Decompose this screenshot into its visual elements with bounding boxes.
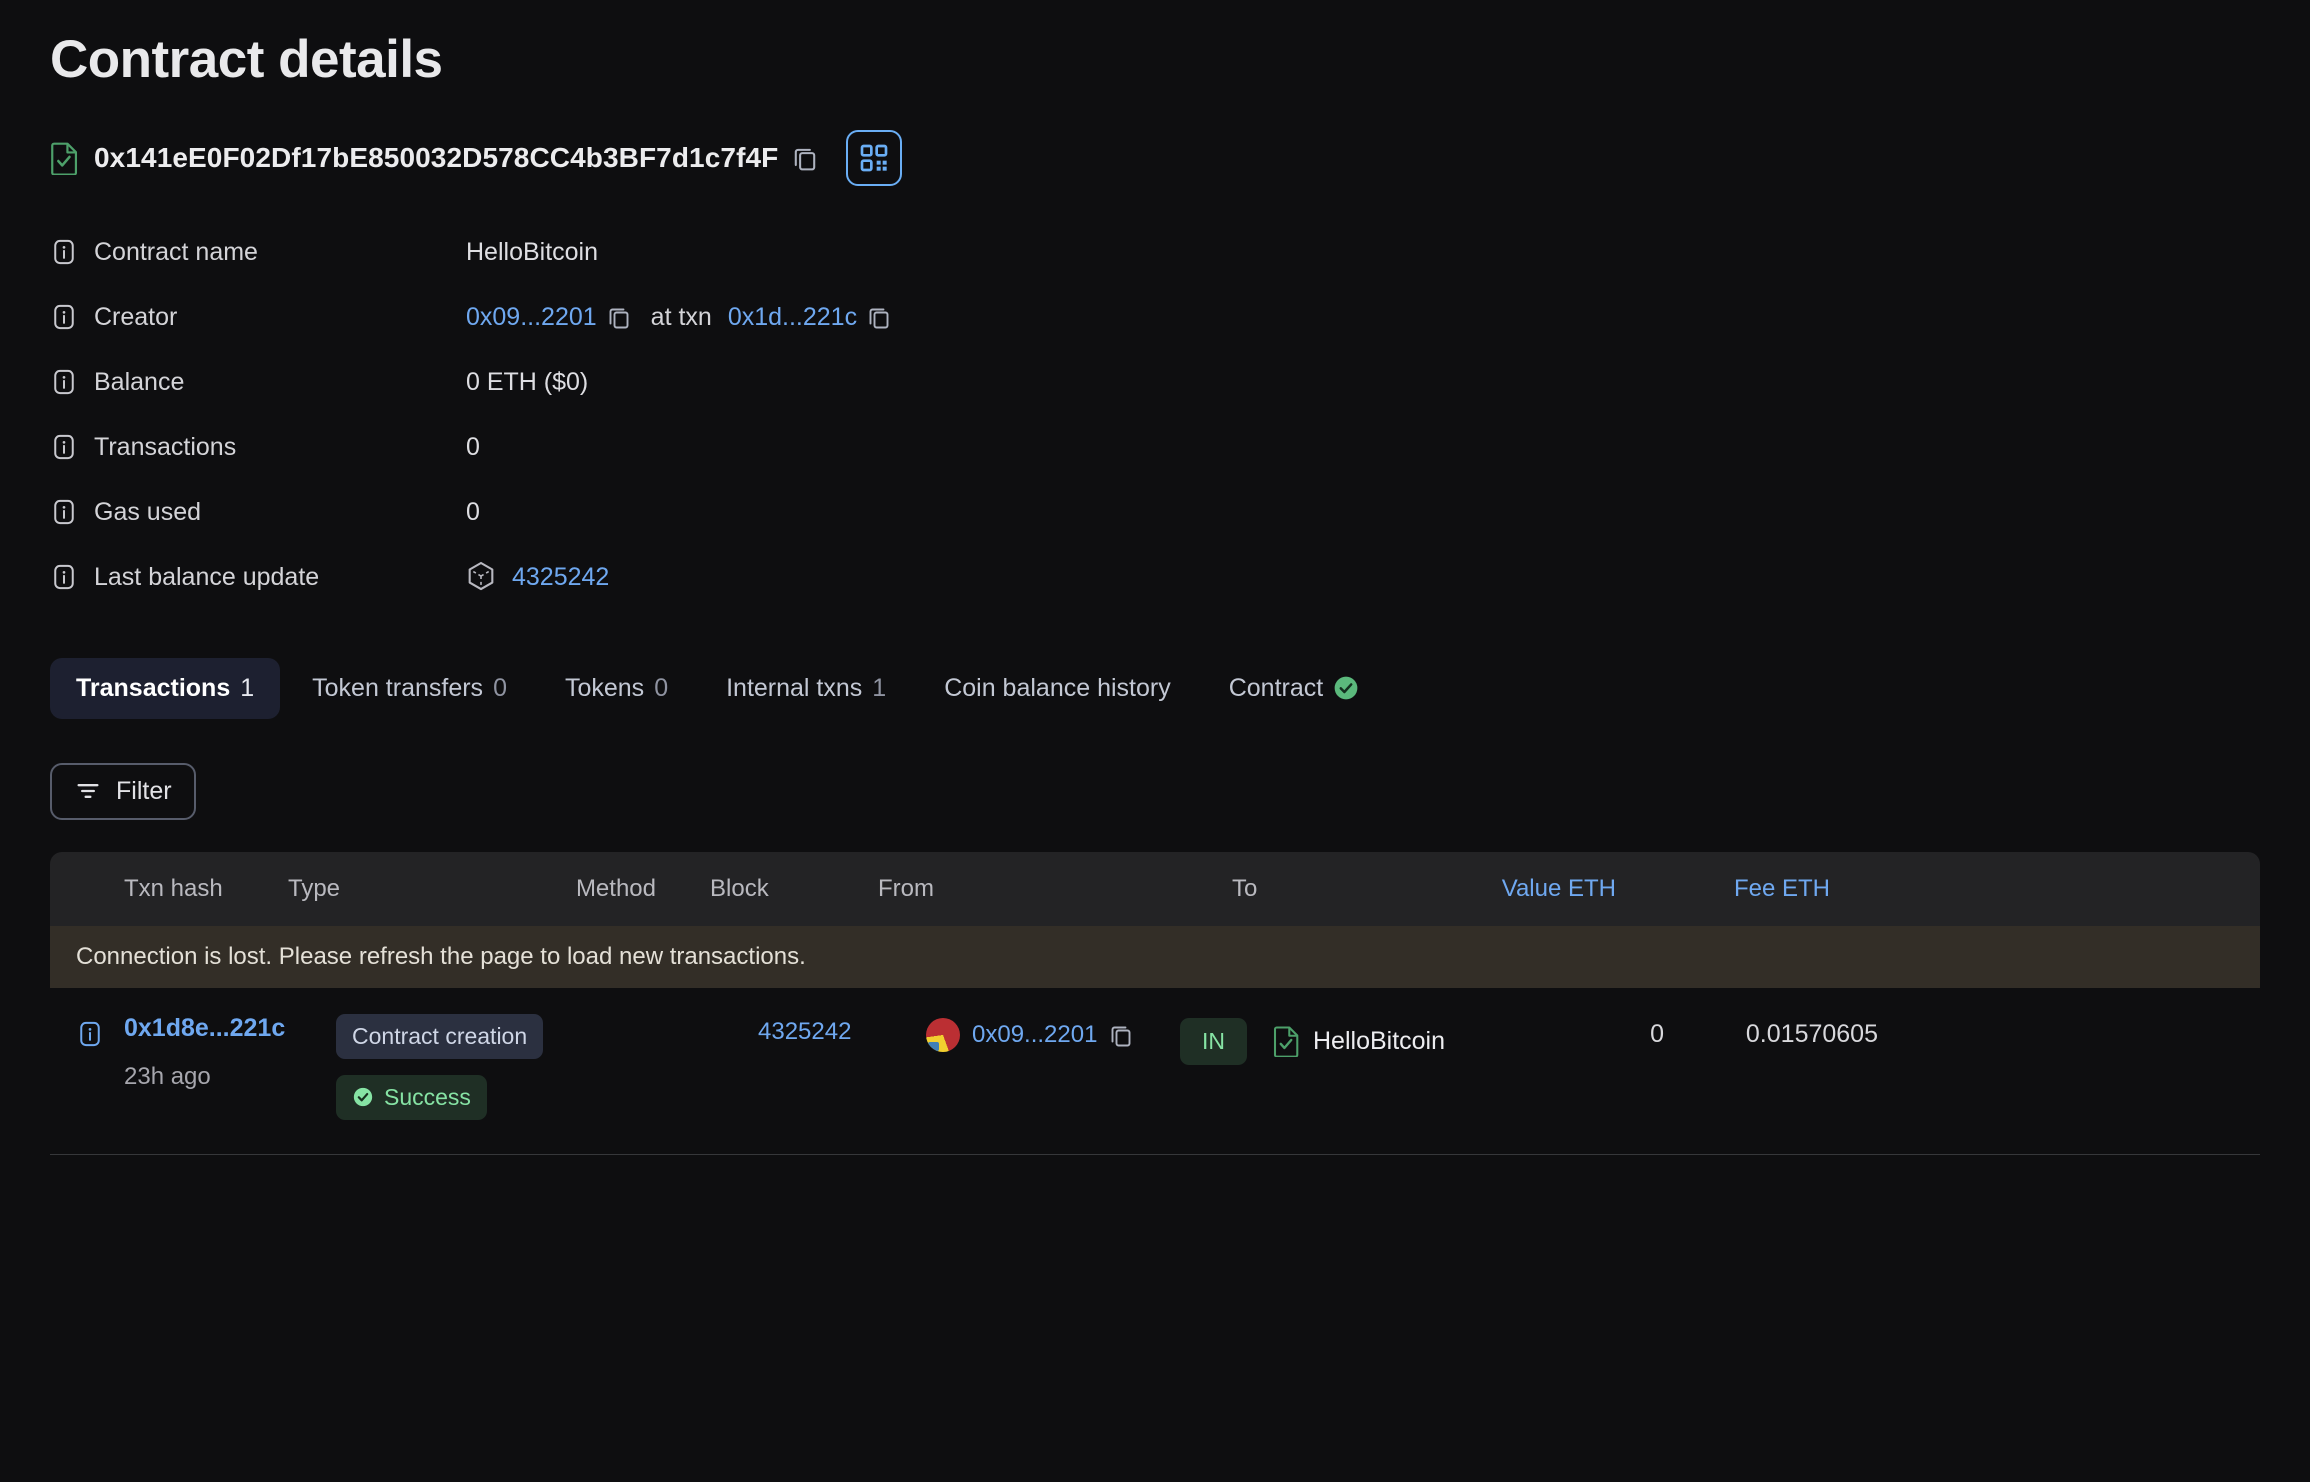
direction-badge: IN — [1180, 1017, 1247, 1065]
column-header-block: Block — [710, 874, 769, 902]
info-row-creator: Creator 0x09...2201 at txn 0x1d...221c — [50, 285, 2260, 350]
cell-to: IN HelloBitcoin — [1134, 1014, 1526, 1065]
tab-contract[interactable]: Contract — [1203, 658, 1385, 719]
info-icon[interactable] — [50, 433, 78, 461]
column-header-fee-eth[interactable]: Fee ETH — [1733, 874, 1830, 902]
tab-label: Contract — [1228, 673, 1324, 702]
tab-count: 1 — [240, 673, 255, 702]
info-icon[interactable] — [50, 238, 78, 266]
cell-from: 0x09...2201 — [862, 1014, 1134, 1052]
info-label: Creator — [94, 302, 178, 331]
tab-label: Internal txns — [726, 673, 863, 702]
tab-label: Token transfers — [312, 673, 484, 702]
copy-icon[interactable] — [1109, 1023, 1133, 1047]
info-value-last-block: 4325242 — [466, 561, 609, 593]
tab-count: 1 — [872, 673, 887, 702]
tab-transactions[interactable]: Transactions 1 — [50, 657, 281, 719]
identicon — [926, 1017, 960, 1052]
qr-code-button[interactable] — [846, 129, 903, 186]
tab-bar: Transactions 1 Token transfers 0 Tokens … — [50, 657, 2260, 719]
table-row: 0x1d8e...221c 23h ago Contract creation … — [50, 988, 2260, 1155]
filter-button[interactable]: Filter — [50, 762, 196, 820]
info-label: Balance — [94, 367, 185, 396]
table-header-row: Txn hash Type Method Block From To Value… — [50, 851, 2260, 926]
info-icon[interactable] — [50, 563, 78, 591]
value-eth: 0 — [1650, 1019, 1664, 1048]
status-label: Success — [384, 1083, 471, 1110]
status-badge: Success — [336, 1074, 487, 1120]
creator-address-link[interactable]: 0x09...2201 — [466, 302, 597, 331]
column-header-method: Method — [575, 874, 656, 902]
connection-lost-banner: Connection is lost. Please refresh the p… — [50, 925, 2260, 988]
contract-verified-file-icon — [1273, 1025, 1301, 1058]
info-icon[interactable] — [50, 368, 78, 396]
filter-label: Filter — [116, 776, 172, 805]
info-row-gas-used: Gas used 0 — [50, 480, 2260, 545]
contract-address: 0x141eE0F02Df17bE850032D578CC4b3BF7d1c7f… — [94, 141, 779, 173]
info-icon[interactable] — [76, 1020, 124, 1048]
cell-type: Contract creation Success — [336, 1013, 572, 1120]
tab-coin-balance-history[interactable]: Coin balance history — [918, 658, 1197, 719]
tab-tokens[interactable]: Tokens 0 — [539, 658, 694, 719]
info-value-creator: 0x09...2201 at txn 0x1d...221c — [466, 303, 891, 332]
last-balance-update-block-link[interactable]: 4325242 — [512, 562, 610, 591]
check-circle-icon — [352, 1086, 374, 1108]
info-label: Gas used — [94, 497, 202, 526]
tab-count: 0 — [654, 673, 669, 702]
cell-block: 4325242 — [710, 1014, 862, 1046]
info-value: 0 ETH ($0) — [466, 367, 589, 396]
page-title: Contract details — [50, 30, 443, 89]
column-header-txn-hash: Txn hash — [124, 874, 223, 902]
tab-token-transfers[interactable]: Token transfers 0 — [286, 658, 533, 719]
info-value: 0 — [466, 432, 480, 461]
connection-lost-message: Connection is lost. Please refresh the p… — [76, 942, 806, 970]
info-label: Transactions — [94, 432, 237, 461]
contract-info-list: Contract name HelloBitcoin Creator 0x09.… — [50, 220, 2260, 610]
info-value: HelloBitcoin — [466, 237, 599, 266]
row-info-icon-cell — [76, 1014, 124, 1048]
qr-code-icon — [858, 142, 890, 174]
type-badge: Contract creation — [336, 1013, 544, 1059]
transactions-table: Txn hash Type Method Block From To Value… — [50, 851, 2260, 1155]
txn-age: 23h ago — [124, 1062, 211, 1090]
filter-icon — [74, 777, 102, 805]
info-icon[interactable] — [50, 498, 78, 526]
cube-block-icon — [466, 561, 496, 593]
info-label: Last balance update — [94, 562, 320, 591]
txn-hash-link[interactable]: 0x1d8e...221c — [124, 1013, 286, 1042]
info-icon[interactable] — [50, 303, 78, 331]
contract-details-page: Contract details 0x141eE0F02Df17bE850032… — [0, 28, 2310, 1482]
to-contract-name: HelloBitcoin — [1313, 1026, 1446, 1055]
copy-icon[interactable] — [792, 145, 818, 171]
copy-icon[interactable] — [867, 305, 891, 329]
info-row-contract-name: Contract name HelloBitcoin — [50, 220, 2260, 285]
info-value: 0 — [466, 497, 480, 526]
tab-label: Transactions — [76, 673, 231, 702]
column-header-to: To — [1232, 874, 1258, 902]
contract-address-row: 0x141eE0F02Df17bE850032D578CC4b3BF7d1c7f… — [50, 129, 2260, 186]
from-address-link[interactable]: 0x09...2201 — [972, 1020, 1098, 1048]
creation-txn-link[interactable]: 0x1d...221c — [727, 302, 858, 331]
info-row-transactions: Transactions 0 — [50, 415, 2260, 480]
copy-icon[interactable] — [607, 305, 631, 329]
contract-verified-file-icon — [50, 141, 80, 175]
tab-label: Coin balance history — [944, 673, 1171, 702]
tab-internal-txns[interactable]: Internal txns 1 — [700, 658, 912, 719]
verified-check-icon — [1333, 675, 1359, 701]
column-header-from: From — [878, 874, 934, 902]
fee-eth: 0.01570605 — [1745, 1019, 1878, 1048]
cell-txn-hash: 0x1d8e...221c 23h ago — [124, 1014, 336, 1091]
column-header-value-eth[interactable]: Value ETH — [1501, 874, 1616, 902]
tab-count: 0 — [493, 673, 507, 702]
cell-value-eth: 0 — [1526, 1014, 1664, 1049]
at-txn-label: at txn — [650, 302, 712, 331]
info-label: Contract name — [94, 237, 258, 266]
tab-label: Tokens — [564, 673, 645, 702]
cell-fee-eth: 0.01570605 — [1664, 1014, 1878, 1049]
block-link[interactable]: 4325242 — [758, 1017, 852, 1045]
column-header-type: Type — [288, 874, 341, 902]
info-row-last-balance-update: Last balance update 4325242 — [50, 545, 2260, 610]
info-row-balance: Balance 0 ETH ($0) — [50, 350, 2260, 415]
